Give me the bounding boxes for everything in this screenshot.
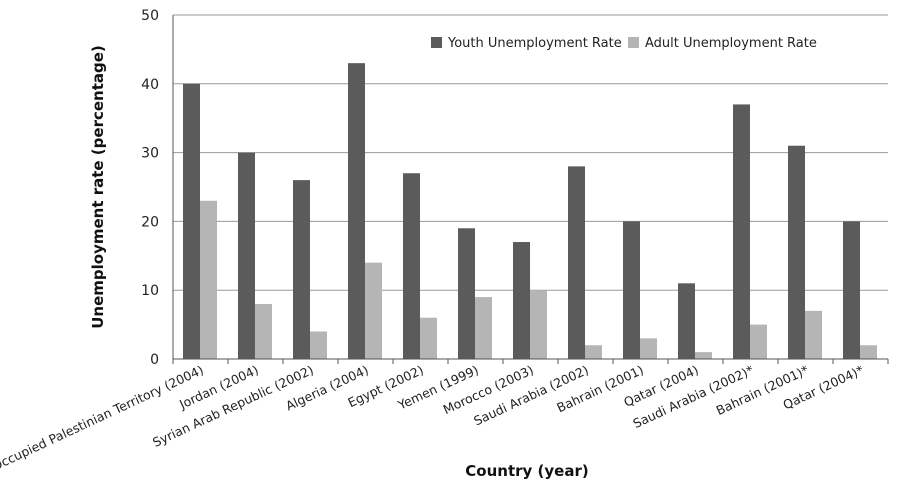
adult-bar bbox=[585, 345, 602, 359]
youth-bar bbox=[733, 104, 750, 359]
x-axis-category-labels: Occupied Palestinian Territory (2004)Jor… bbox=[0, 362, 866, 473]
adult-bar bbox=[365, 262, 382, 359]
x-category-label: Bahrain (2001)* bbox=[714, 362, 811, 418]
adult-bar bbox=[530, 290, 547, 359]
legend-label-adult: Adult Unemployment Rate bbox=[645, 36, 817, 51]
bars bbox=[183, 63, 877, 360]
youth-bar bbox=[458, 228, 475, 359]
adult-bar bbox=[805, 310, 822, 359]
youth-bar bbox=[623, 221, 640, 359]
y-axis-title: Unemployment rate (percentage) bbox=[89, 45, 107, 329]
youth-bar bbox=[293, 180, 310, 359]
youth-bar bbox=[568, 166, 585, 359]
adult-bar bbox=[640, 338, 657, 359]
y-tick-label: 20 bbox=[141, 214, 159, 230]
x-axis-title: Country (year) bbox=[465, 462, 588, 480]
youth-bar bbox=[403, 173, 420, 359]
adult-bar bbox=[860, 345, 877, 359]
adult-bar bbox=[420, 317, 437, 359]
adult-bar bbox=[255, 303, 272, 359]
adult-bar bbox=[200, 200, 217, 359]
adult-bar bbox=[695, 352, 712, 359]
x-axis bbox=[172, 15, 889, 364]
youth-bar bbox=[678, 283, 695, 359]
x-category-label: Occupied Palestinian Territory (2004) bbox=[0, 362, 206, 473]
gridlines bbox=[173, 14, 888, 291]
youth-bar bbox=[183, 83, 200, 360]
adult-bar bbox=[475, 297, 492, 359]
y-tick-label: 50 bbox=[141, 8, 159, 24]
y-tick-label: 10 bbox=[141, 283, 159, 299]
y-tick-label: 0 bbox=[150, 352, 159, 368]
youth-bar bbox=[348, 63, 365, 359]
youth-bar bbox=[238, 152, 255, 359]
y-tick-label: 40 bbox=[141, 77, 159, 93]
adult-bar bbox=[310, 331, 327, 359]
legend-label-youth: Youth Unemployment Rate bbox=[447, 36, 622, 51]
legend: Youth Unemployment Rate Adult Unemploymen… bbox=[431, 36, 817, 51]
y-tick-label: 30 bbox=[141, 146, 159, 162]
adult-bar bbox=[750, 324, 767, 359]
legend-swatch-adult bbox=[628, 37, 639, 48]
youth-bar bbox=[788, 145, 805, 359]
youth-bar bbox=[843, 221, 860, 359]
legend-swatch-youth bbox=[431, 37, 442, 48]
youth-bar bbox=[513, 242, 530, 359]
y-axis-ticks: 0 10 20 30 40 50 bbox=[141, 8, 159, 368]
